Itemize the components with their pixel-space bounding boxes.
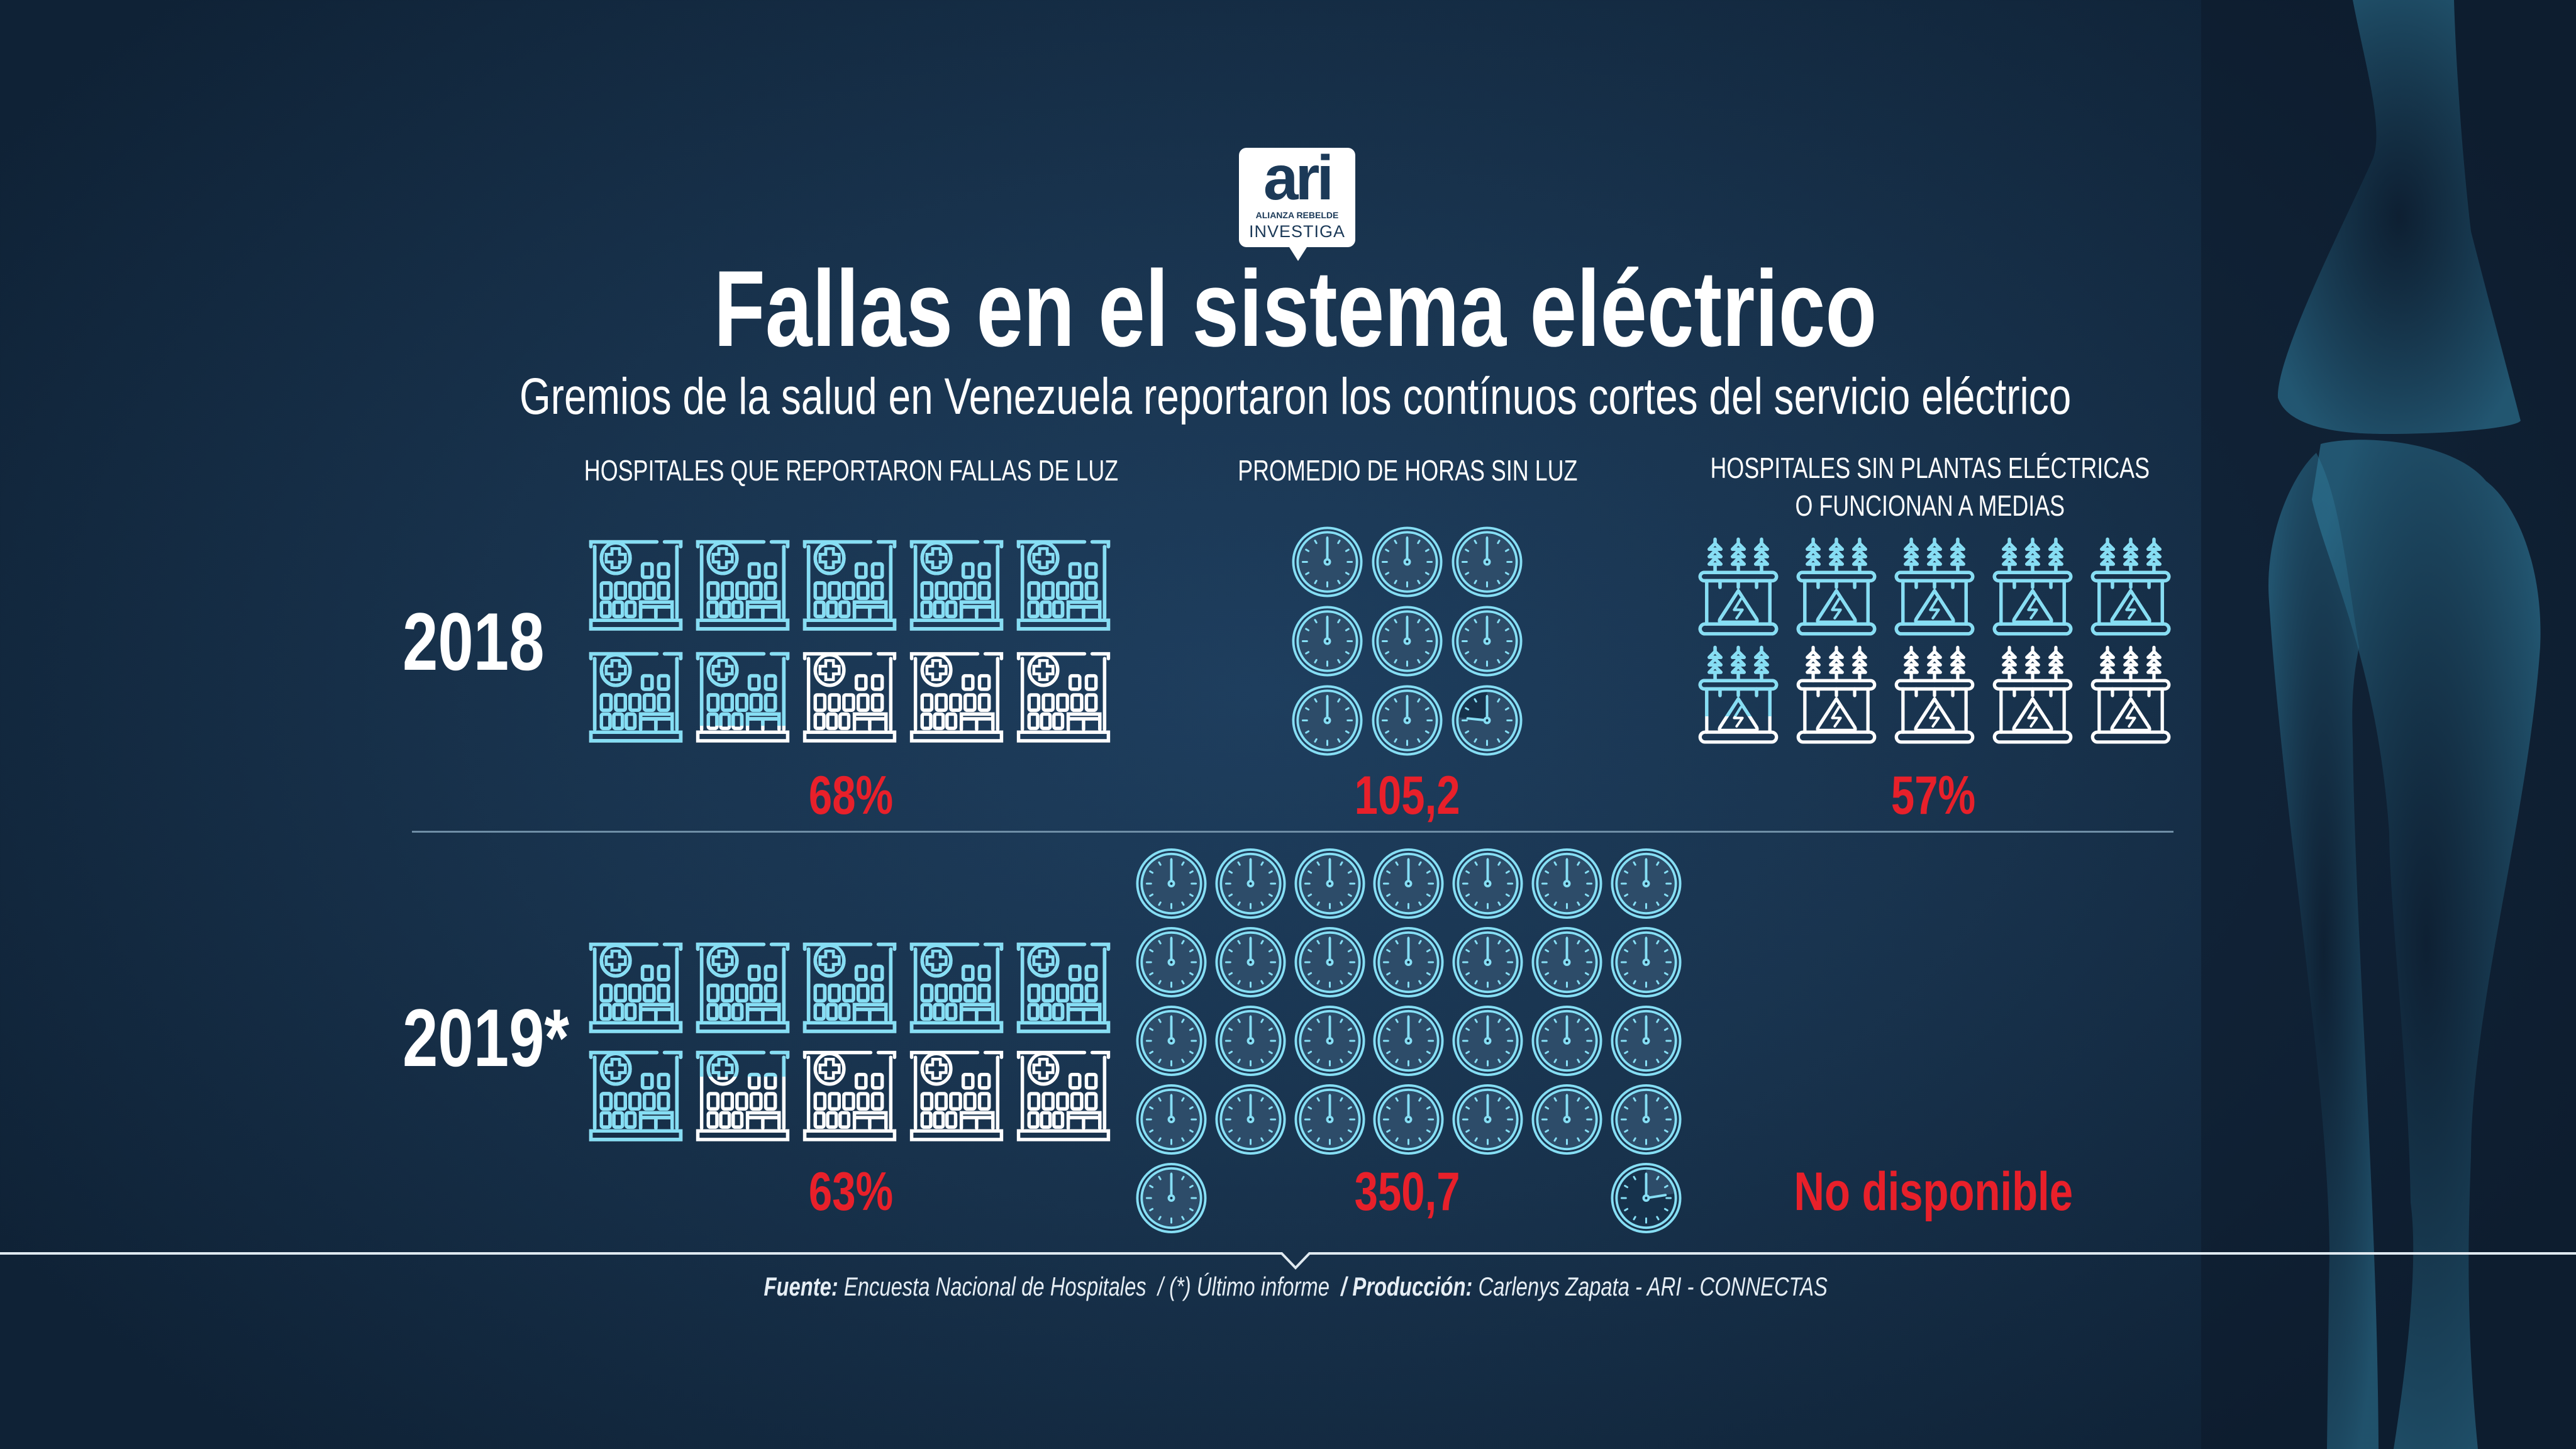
hospital-building-icon [695, 649, 791, 745]
hospital-building-icon [909, 649, 1004, 745]
logo-wordmark: ari [1263, 143, 1334, 213]
hospital-building-icon [588, 940, 684, 1035]
clock-icon [1531, 846, 1603, 921]
clock-icon [1610, 1082, 1682, 1157]
hospital-building-icon [1016, 649, 1111, 745]
clock-icon [1135, 846, 1208, 921]
footer-note: / (*) Último informe [1157, 1272, 1330, 1301]
electric-transformer-icon [1795, 644, 1878, 747]
hospital-building-icon [909, 1048, 1004, 1143]
logo-line1: ALIANZA REBELDE [1255, 210, 1339, 220]
electric-transformer-icon [2089, 644, 2172, 747]
clock-icon [1135, 1160, 1208, 1236]
footer-source: Encuesta Nacional de Hospitales [843, 1272, 1146, 1301]
clock-icon [1294, 1003, 1366, 1079]
clock-icon [1294, 1082, 1366, 1157]
clock-icon [1452, 924, 1524, 1000]
clock-icon [1531, 924, 1603, 1000]
footer-source-label: Fuente: [763, 1272, 838, 1301]
clock-icon [1610, 846, 1682, 921]
clock-icon [1291, 605, 1363, 677]
clock-icon [1294, 924, 1366, 1000]
clock-icon [1531, 1003, 1603, 1079]
clock-icon [1451, 526, 1523, 598]
hospital-building-icon [1016, 940, 1111, 1035]
hospital-building-icon [588, 537, 684, 633]
column-header-hospitals: HOSPITALES QUE REPORTARON FALLAS DE LUZ [584, 454, 1118, 487]
ari-logo: ari ALIANZA REBELDE INVESTIGA [1239, 143, 1355, 261]
hospital-building-icon [1016, 1048, 1111, 1143]
clock-icon [1214, 1003, 1287, 1079]
clock-icon [1610, 1160, 1682, 1236]
clock-icon [1294, 846, 1366, 921]
clock-icon [1371, 526, 1443, 598]
hospital-building-icon [588, 1048, 684, 1143]
clock-icon [1371, 605, 1443, 677]
bone-xray-illustration [2201, 0, 2576, 1449]
plants-value-2018: 57% [1890, 765, 1976, 826]
electric-transformer-icon [2089, 536, 2172, 639]
page-title: Fallas en el sistema eléctrico [714, 248, 1877, 369]
hospital-building-icon [588, 649, 684, 745]
electric-transformer-icon [1991, 536, 2074, 639]
hospital-building-icon [802, 1048, 897, 1143]
hours-value-2018: 105,2 [1355, 765, 1460, 826]
hospital-building-icon [695, 1048, 791, 1143]
hospital-building-icon [695, 537, 791, 633]
electric-transformer-icon [1991, 644, 2074, 747]
clock-icon [1452, 1003, 1524, 1079]
hours-value-2019: 350,7 [1355, 1162, 1460, 1222]
clock-icon [1135, 1003, 1208, 1079]
clock-icon [1372, 846, 1445, 921]
clock-icon [1531, 1082, 1603, 1157]
electric-transformer-icon [1893, 644, 1976, 747]
clock-icon [1610, 924, 1682, 1000]
clock-icon [1371, 684, 1443, 757]
clock-icon [1452, 1082, 1524, 1157]
footer-credits: Fuente: Encuesta Nacional de Hospitales … [763, 1272, 1827, 1302]
clock-icon [1451, 605, 1523, 677]
clock-icon [1135, 1082, 1208, 1157]
electric-transformer-icon [1697, 644, 1780, 747]
clock-icon [1291, 684, 1363, 757]
clock-icon [1372, 924, 1445, 1000]
clock-icon [1135, 924, 1208, 1000]
clock-icon [1291, 526, 1363, 598]
hospital-building-icon [1016, 537, 1111, 633]
column-header-hours: PROMEDIO DE HORAS SIN LUZ [1237, 454, 1578, 487]
footer-production-label: / Producción: [1340, 1272, 1473, 1301]
clock-icon [1214, 1082, 1287, 1157]
column-header-plants-line1: HOSPITALES SIN PLANTAS ELÉCTRICAS [1710, 452, 2150, 484]
hospital-building-icon [802, 649, 897, 745]
hospitals-value-2019: 63% [808, 1162, 894, 1222]
electric-transformer-icon [1893, 536, 1976, 639]
hospital-building-icon [802, 537, 897, 633]
footer-divider [0, 1252, 2576, 1270]
clock-icon [1372, 1003, 1445, 1079]
page-subtitle: Gremios de la salud en Venezuela reporta… [519, 368, 2072, 425]
logo-line2: INVESTIGA [1248, 222, 1346, 241]
hospital-building-icon [802, 940, 897, 1035]
clock-icon [1214, 924, 1287, 1000]
clock-icon [1372, 1082, 1445, 1157]
plants-value-2019: No disponible [1794, 1162, 2073, 1222]
clock-icon [1452, 846, 1524, 921]
hospital-building-icon [909, 940, 1004, 1035]
clock-icon [1451, 684, 1523, 757]
year-label-2019: 2019* [402, 992, 570, 1084]
electric-transformer-icon [1795, 536, 1878, 639]
row-divider [412, 831, 2174, 833]
electric-transformer-icon [1697, 536, 1780, 639]
hospital-building-icon [695, 940, 791, 1035]
clock-icon [1214, 846, 1287, 921]
year-label-2018: 2018 [402, 596, 545, 687]
clock-icon [1610, 1003, 1682, 1079]
column-header-plants-line2: O FUNCIONAN A MEDIAS [1795, 489, 2065, 522]
hospital-building-icon [909, 537, 1004, 633]
footer-production: Carlenys Zapata - ARI - CONNECTAS [1478, 1272, 1828, 1301]
hospitals-value-2018: 68% [808, 765, 894, 826]
